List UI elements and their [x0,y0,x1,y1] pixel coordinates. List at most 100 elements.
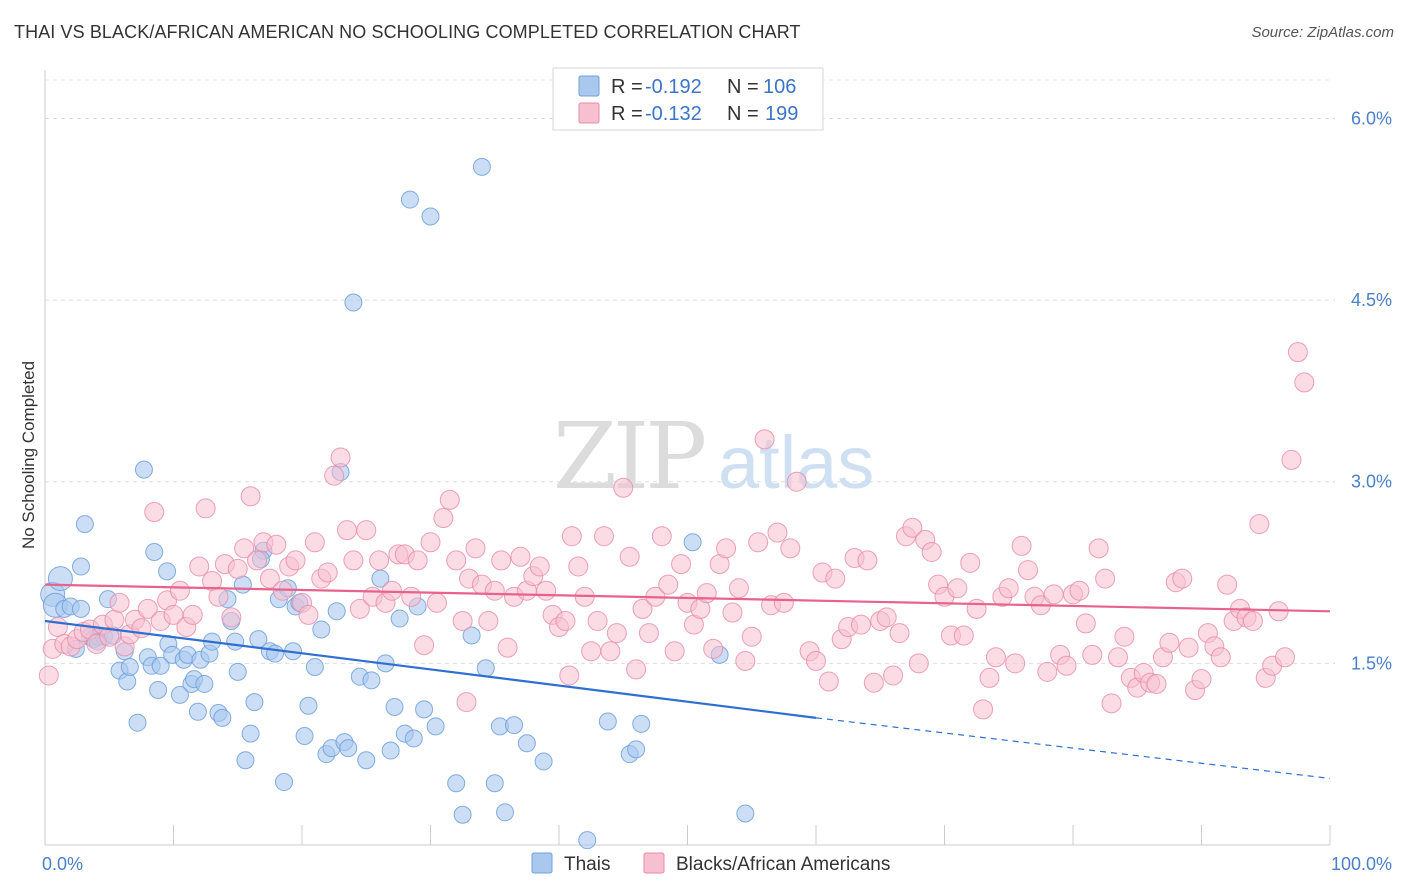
data-point-thais [151,656,170,675]
data-point-blacks [144,501,165,522]
trend-line-thais [44,619,817,719]
trend-lines [44,583,1331,779]
data-point-blacks [671,554,692,575]
legend-r-label-blacks: R = [611,103,643,125]
y-axis-title: No Schooling Completed [19,361,38,549]
data-point-thais [149,681,168,699]
data-point-blacks [632,598,653,619]
data-point-blacks [247,550,268,571]
bottom-legend-label-blacks: Blacks/African Americans [676,854,890,875]
data-point-blacks [773,592,794,613]
trend-line-blacks [44,583,1331,613]
data-point-blacks [1294,372,1315,393]
data-point-thais [517,734,536,753]
data-point-thais [134,460,153,479]
data-point-thais [158,562,177,581]
data-point-blacks [1101,693,1122,714]
data-point-thais [170,685,189,704]
data-point-blacks [593,526,614,547]
data-point-blacks [651,526,672,547]
data-point-blacks [767,522,788,543]
data-point-thais [75,515,94,534]
data-point-blacks [1005,653,1026,674]
data-point-thais [400,190,419,209]
data-point-thais [447,774,466,793]
data-point-blacks [966,598,987,619]
data-point-blacks [921,541,942,562]
data-point-blacks [735,650,756,671]
data-point-blacks [433,508,454,529]
data-point-blacks [1242,610,1263,631]
data-point-blacks [1172,568,1193,589]
data-point-thais [145,542,164,561]
data-point-blacks [748,532,769,553]
data-point-blacks [985,647,1006,668]
legend-swatch-thais [578,75,600,97]
data-point-blacks [491,550,512,571]
data-point-blacks [109,592,130,613]
x-tick-label: 0.0% [42,854,83,874]
data-point-blacks [568,556,589,577]
data-point-blacks [446,550,467,571]
data-point-blacks [304,532,325,553]
data-point-blacks [1011,535,1032,556]
data-point-blacks [1287,342,1308,363]
data-point-thais [683,533,702,552]
data-point-blacks [658,574,679,595]
chart-title: THAI VS BLACK/AFRICAN AMERICAN NO SCHOOL… [14,22,801,42]
data-point-blacks [1107,647,1128,668]
bottom-legend: Thais Blacks/African Americans [531,852,890,875]
bottom-legend-swatch-blacks [643,852,665,874]
data-point-blacks [137,598,158,619]
data-point-blacks [426,592,447,613]
data-point-blacks [555,610,576,631]
bottom-legend-label-thais: Thais [564,854,610,875]
data-point-blacks [947,578,968,599]
data-point-thais [362,671,381,690]
data-point-blacks [825,568,846,589]
data-point-blacks [902,517,923,538]
data-point-thais [188,702,207,721]
data-point-blacks [221,607,242,628]
data-point-thais [357,751,376,770]
legend-n-label-thais: N = [727,76,759,98]
data-point-blacks [285,550,306,571]
trend-line-thais-extension [815,717,1331,779]
data-point-blacks [240,486,261,507]
data-point-blacks [716,538,737,559]
data-point-blacks [664,641,685,662]
data-point-blacks [1088,538,1109,559]
data-point-thais [534,752,553,771]
y-tick-label: 3.0% [1351,472,1392,492]
data-point-blacks [703,638,724,659]
y-tick-label: 1.5% [1351,653,1392,673]
data-point-thais [275,773,294,792]
data-point-blacks [876,607,897,628]
data-point-thais [426,717,445,736]
data-point-blacks [722,602,743,623]
data-point-thais [327,602,346,621]
data-point-blacks [234,538,255,559]
data-point-blacks [401,586,422,607]
data-point-blacks [497,637,518,658]
data-point-blacks [456,692,477,713]
data-point-blacks [1249,514,1270,535]
data-point-blacks [998,578,1019,599]
data-point-blacks [259,568,280,589]
data-point-blacks [883,665,904,686]
data-point-blacks [960,552,981,573]
data-point-blacks [587,610,608,631]
data-point-blacks [439,489,460,510]
data-point-blacks [343,550,364,571]
data-point-thais [47,566,73,592]
legend-r-value-thais: -0.192 [645,76,702,98]
data-point-thais [632,714,651,733]
data-point-thais [71,599,90,618]
data-point-blacks [561,526,582,547]
data-point-thais [128,713,147,732]
data-point-blacks [38,665,59,686]
data-point-blacks [1037,661,1058,682]
data-point-thais [241,724,260,743]
data-point-thais [385,697,404,716]
legend-n-label-blacks: N = [727,103,759,125]
